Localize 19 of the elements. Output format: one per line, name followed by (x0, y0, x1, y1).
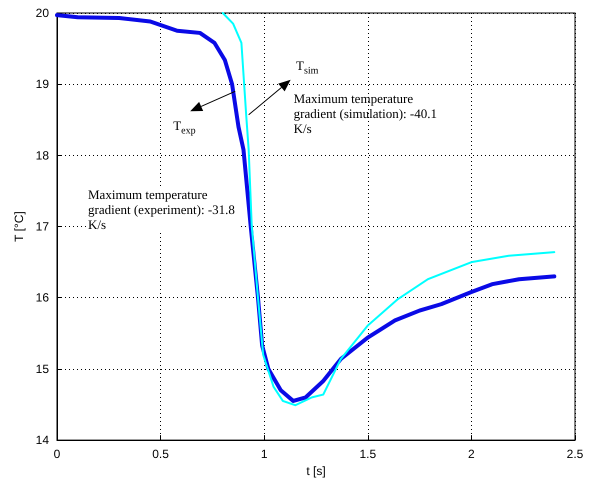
y-tick-label: 19 (36, 77, 50, 92)
annotation: Maximum temperature gradient (simulation): -40.1 K/s (294, 90, 438, 136)
x-tick-label: 0 (54, 447, 61, 462)
y-tick-label: 16 (36, 290, 50, 305)
y-tick-label: 20 (36, 6, 50, 20)
y-tick-label: 14 (36, 433, 50, 448)
annotation: T$_{exp}$ (173, 118, 196, 139)
annotation: Maximum temperature gradient (experiment): -31.8 K/s (88, 187, 238, 232)
x-tick-label: 0.5 (152, 447, 170, 462)
x-tick-label: 2.5 (566, 447, 584, 462)
y-tick-label: 15 (36, 362, 50, 376)
y-tick-label: 18 (36, 148, 50, 162)
x-tick-label: 1 (260, 447, 268, 462)
x-tick-label: 2 (468, 447, 476, 462)
x-tick-label: 1.5 (359, 447, 376, 462)
annotation: T$_{sim}$ (296, 58, 318, 79)
y-axis-title: T [°C] (12, 211, 26, 242)
x-axis-title: t [s] (306, 464, 326, 478)
y-tick-label: 17 (36, 220, 50, 234)
